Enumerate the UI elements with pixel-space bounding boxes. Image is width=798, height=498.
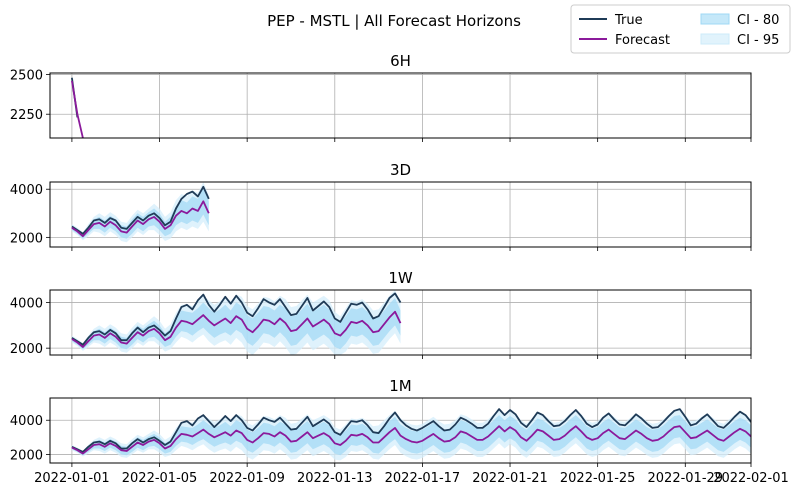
ci-80-band [71, 298, 401, 350]
legend: True Forecast CI - 80 CI - 95 [570, 4, 791, 54]
x-tick-label: 2022-01-09 [209, 471, 285, 486]
subplot-6h: 6H 2250 2500 [10, 52, 752, 142]
series-forecast [71, 425, 751, 455]
grid [50, 73, 752, 138]
series-forecast [71, 310, 402, 348]
figure-title: PEP - MSTL | All Forecast Horizons [267, 12, 521, 30]
axes-frame [49, 289, 752, 356]
subplot-title: 1W [388, 269, 413, 287]
subplot-title: 3D [390, 161, 411, 179]
subplots: 6H 2250 2500 3D 2000 4000 1W 2000 4000 1M 2022-01-… [10, 52, 789, 486]
y-tick-label: 4000 [10, 183, 43, 198]
legend-label: Forecast [615, 33, 670, 48]
series-true [71, 292, 402, 346]
plot-area [71, 290, 402, 355]
y-tick-label: 2500 [10, 69, 43, 84]
x-tick-label: 2022-01-25 [560, 471, 636, 486]
x-tick-label: 2022-01-01 [34, 471, 110, 486]
axes-frame [49, 181, 752, 248]
legend-frame [570, 4, 791, 54]
series-forecast [71, 80, 84, 138]
series-true [71, 185, 210, 235]
subplot-1w: 1W 2000 4000 [10, 269, 752, 359]
subplot-title: 1M [389, 377, 412, 395]
legend-label: CI - 95 [737, 33, 779, 48]
legend-label: True [614, 13, 643, 28]
series-forecast [71, 200, 210, 238]
axes-frame [49, 397, 752, 464]
subplot-1m: 1M 2022-01-01 2022-01-05 2022-01-09 2022-01-… [10, 377, 789, 486]
y-tick-label: 2000 [10, 342, 43, 357]
y-tick-label: 2250 [10, 108, 43, 123]
x-tick-label: 2022-01-17 [385, 471, 461, 486]
x-tick-label: 2022-01-13 [297, 471, 373, 486]
subplot-3d: 3D 2000 4000 [10, 161, 752, 251]
y-tick-label: 2000 [10, 448, 43, 463]
y-tick-label: 4000 [10, 414, 43, 429]
x-tick-label: 2022-01-21 [472, 471, 548, 486]
plot-area [71, 182, 210, 243]
legend-label: CI - 80 [737, 13, 779, 28]
legend-swatch-ci-95 [700, 33, 730, 45]
axes-frame [49, 72, 752, 139]
x-tick-label: 2022-01-29 [648, 471, 724, 486]
x-tick-label: 2022-01-05 [122, 471, 198, 486]
y-tick-label: 2000 [10, 231, 43, 246]
ci-80-band [71, 415, 751, 456]
subplot-title: 6H [390, 52, 411, 70]
y-tick-label: 4000 [10, 297, 43, 312]
x-tick-label: 2022-02-01 [713, 471, 789, 486]
series-true [71, 408, 751, 453]
plot-area [71, 77, 84, 138]
plot-area [71, 408, 751, 461]
legend-swatch-ci-80 [700, 13, 730, 25]
